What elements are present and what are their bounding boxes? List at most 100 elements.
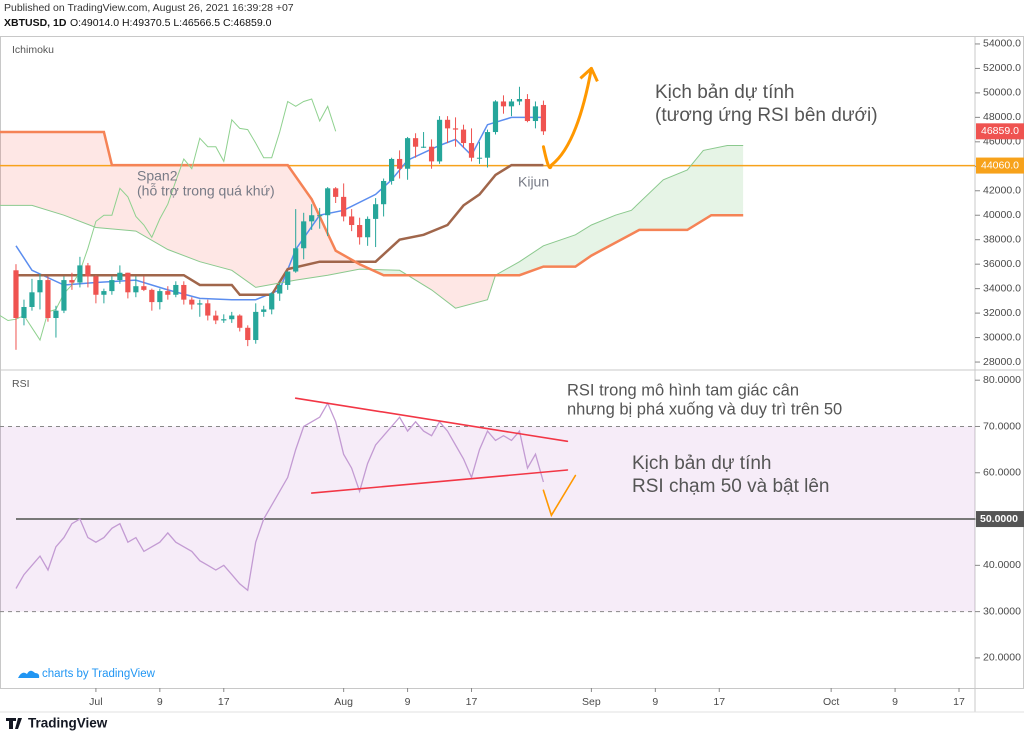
annotation: RSI trong mô hình tam giác cân <box>567 381 799 399</box>
annotation: Span2 <box>137 168 178 184</box>
indicator-line <box>16 163 544 297</box>
y-tick-label: 40.0000 <box>983 559 1021 571</box>
rsi-line <box>15 401 545 592</box>
candle-body <box>341 196 347 217</box>
candle-body <box>325 188 331 216</box>
candle-body <box>85 265 91 277</box>
candle-body <box>197 303 203 305</box>
candle-body <box>229 315 235 320</box>
candle-body <box>261 309 267 312</box>
candle-body <box>524 99 531 122</box>
candle-body <box>37 280 43 293</box>
candle-body <box>476 157 483 159</box>
drawing <box>294 397 569 443</box>
candle-body <box>396 158 403 169</box>
y-tick-label: 30000.0 <box>983 331 1021 343</box>
midline-label: 50.0000 <box>980 513 1018 525</box>
candle-body <box>21 306 27 319</box>
y-tick-label: 60.0000 <box>983 467 1021 479</box>
y-tick-label: 80.0000 <box>983 374 1021 386</box>
midline-label-box <box>976 511 1024 528</box>
candle-body <box>45 280 51 319</box>
drawing <box>310 469 569 494</box>
candle-body <box>381 180 387 205</box>
y-tick-label: 54000.0 <box>983 38 1021 50</box>
candle-body <box>13 270 19 319</box>
symbol: XBTUSD, 1D <box>4 17 67 29</box>
candle-body <box>460 129 467 144</box>
x-tick-label: Aug <box>334 696 353 708</box>
candle-body <box>404 138 411 169</box>
indicator-line <box>0 145 744 309</box>
y-tick-label: 52000.0 <box>983 62 1021 74</box>
last-price-label: 46859.0 <box>981 125 1019 137</box>
annotation: Kịch bản dự tính <box>632 453 771 474</box>
candle-body <box>189 299 195 305</box>
y-tick-label: 50000.0 <box>983 87 1021 99</box>
candle-body <box>301 221 307 249</box>
candle-body <box>309 215 315 222</box>
candle-body <box>245 327 251 341</box>
candle-body <box>205 303 211 316</box>
plot-main <box>0 86 744 592</box>
indicator-line <box>0 130 744 277</box>
candle-body <box>508 101 515 107</box>
pane-title: Ichimoku <box>12 44 54 56</box>
x-tick-label: 9 <box>157 696 163 708</box>
candle-body <box>157 291 163 303</box>
annotation: Kijun <box>518 174 549 190</box>
last-price-box <box>976 123 1024 140</box>
candle-body <box>540 104 547 132</box>
candle-body <box>357 225 363 238</box>
candle-body <box>428 146 435 162</box>
candle-body <box>293 248 299 272</box>
candle-body <box>420 146 427 148</box>
x-tick-label: 9 <box>892 696 898 708</box>
candle-body <box>484 132 491 158</box>
candle-body <box>61 280 67 311</box>
candle-body <box>181 284 187 300</box>
candle-body <box>365 218 371 238</box>
y-tick-label: 48000.0 <box>983 111 1021 123</box>
candle-body <box>285 271 291 285</box>
x-tick-label: 17 <box>953 696 965 708</box>
annotation: nhưng bị phá xuống và duy trì trên 50 <box>567 400 842 418</box>
level-label-box <box>976 157 1024 174</box>
y-tick-label: 28000.0 <box>983 356 1021 368</box>
candle-body <box>109 280 115 292</box>
drawing <box>542 474 577 518</box>
logo[interactable]: TradingView <box>28 716 108 731</box>
candle-body <box>237 315 243 328</box>
candle-body <box>333 188 339 197</box>
candle-body <box>93 276 99 295</box>
candle-body <box>444 119 451 129</box>
y-tick-label: 42000.0 <box>983 185 1021 197</box>
credit[interactable]: charts by TradingView <box>42 668 156 680</box>
ohlc: O:49014.0 H:49370.5 L:46566.5 C:46859.0 <box>70 17 272 29</box>
annotation: (tương ứng RSI bên dưới) <box>655 105 878 126</box>
y-tick-label: 32000.0 <box>983 307 1021 319</box>
candle-body <box>373 204 379 219</box>
drawing <box>541 66 593 170</box>
candle-body <box>117 272 123 281</box>
x-tick-label: Jul <box>89 696 102 708</box>
candle-body <box>452 128 459 130</box>
candle-body <box>317 215 323 217</box>
published: Published on TradingView.com, August 26,… <box>4 2 294 14</box>
candle-body <box>101 291 107 295</box>
y-tick-label: 30.0000 <box>983 605 1021 617</box>
candle-body <box>532 106 539 122</box>
candle-body <box>165 291 171 295</box>
annotation: RSI chạm 50 và bật lên <box>632 476 830 497</box>
candle-body <box>213 315 219 321</box>
candle-body <box>500 101 507 107</box>
candle-body <box>269 293 275 310</box>
candle-body <box>69 280 75 283</box>
candle-body <box>349 216 355 226</box>
x-tick-label: 9 <box>652 696 658 708</box>
logo-icon <box>6 718 22 729</box>
x-tick-label: Sep <box>582 696 601 708</box>
candle-body <box>221 319 227 321</box>
candle-body <box>53 310 59 319</box>
